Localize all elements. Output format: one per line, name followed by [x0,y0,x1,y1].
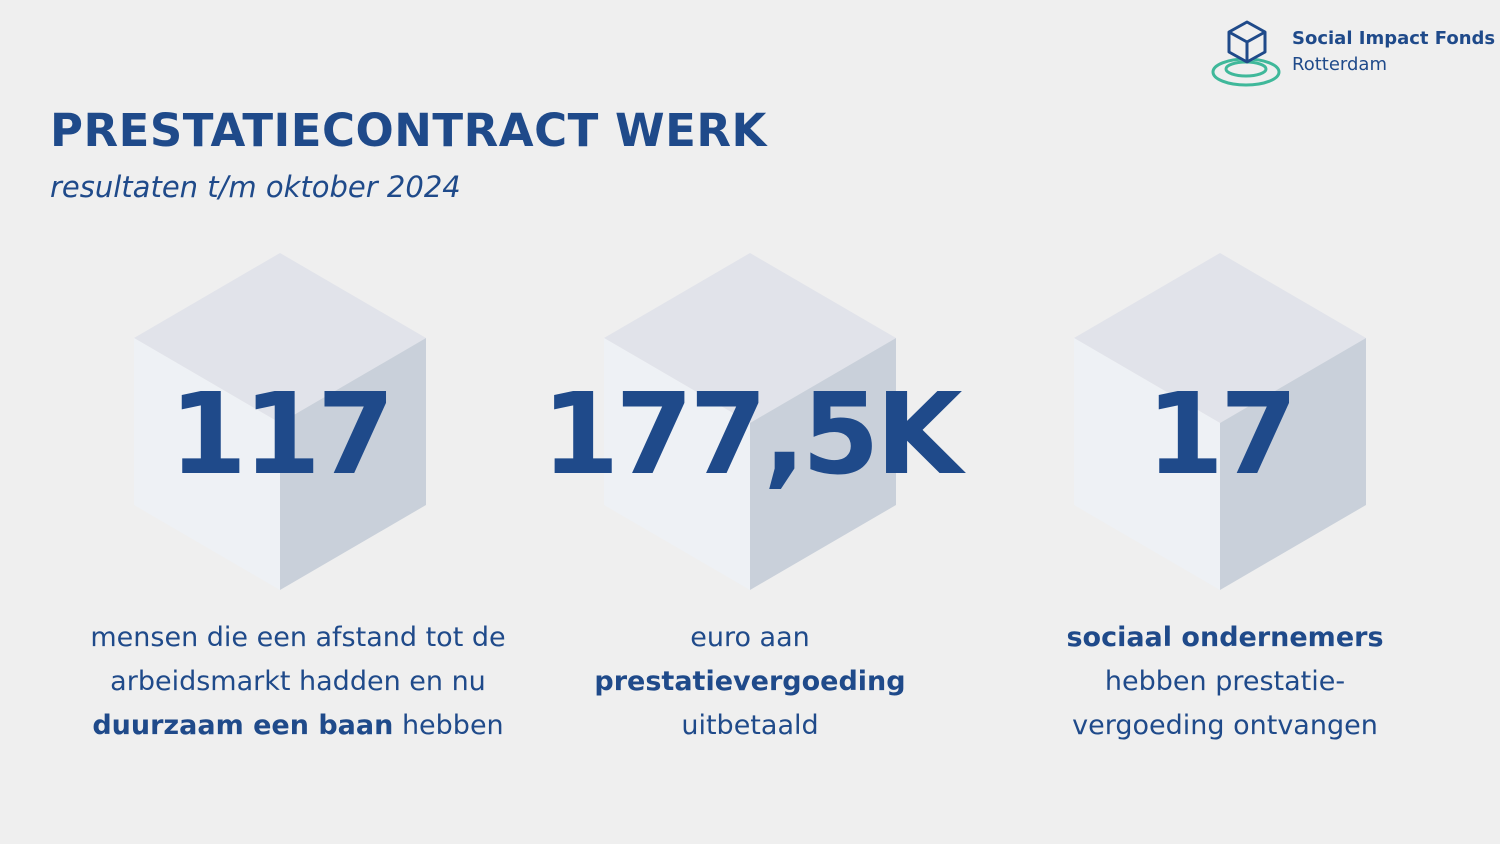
line: duurzaam een baan hebben [38,704,558,748]
cube [134,253,426,590]
subtitle: resultaten t/m oktober 2024 [50,170,461,204]
emphasis: sociaal ondernemers [1066,622,1384,653]
stat-value: 177,5K [541,370,962,500]
text: arbeidsmarkt hadden en nu [110,666,486,697]
stat-value: 117 [169,370,395,500]
line: arbeidsmarkt hadden en nu [38,660,558,704]
title: PRESTATIECONTRACT WERK [50,104,767,157]
text: euro aan [690,622,810,653]
logo-name: Social Impact Fonds [1292,28,1496,49]
line: vergoeding ontvangen [965,704,1485,748]
stat-description: euro aan prestatievergoeding uitbetaald [490,616,1010,748]
stat-description: sociaal ondernemers hebben prestatie- ve… [965,616,1485,748]
stat-value: 17 [1146,370,1298,500]
stat-description: mensen die een afstand tot de arbeidsmar… [38,616,558,748]
line: mensen die een afstand tot de [38,616,558,660]
line: sociaal ondernemers [965,616,1485,660]
text: hebben [401,710,504,741]
text: uitbetaald [681,710,819,741]
line: uitbetaald [490,704,1010,748]
emphasis: duurzaam een baan [92,710,394,741]
text: vergoeding ontvangen [1072,710,1378,741]
logo-icon [1211,20,1281,87]
emphasis: prestatievergoeding [594,666,906,697]
logo-city: Rotterdam [1292,54,1387,75]
line: prestatievergoeding [490,660,1010,704]
text: hebben prestatie- [1104,666,1346,697]
cube [1074,253,1366,590]
line: euro aan [490,616,1010,660]
line: hebben prestatie- [965,660,1485,704]
text: mensen die een afstand tot de [90,622,506,653]
cube [604,253,896,590]
